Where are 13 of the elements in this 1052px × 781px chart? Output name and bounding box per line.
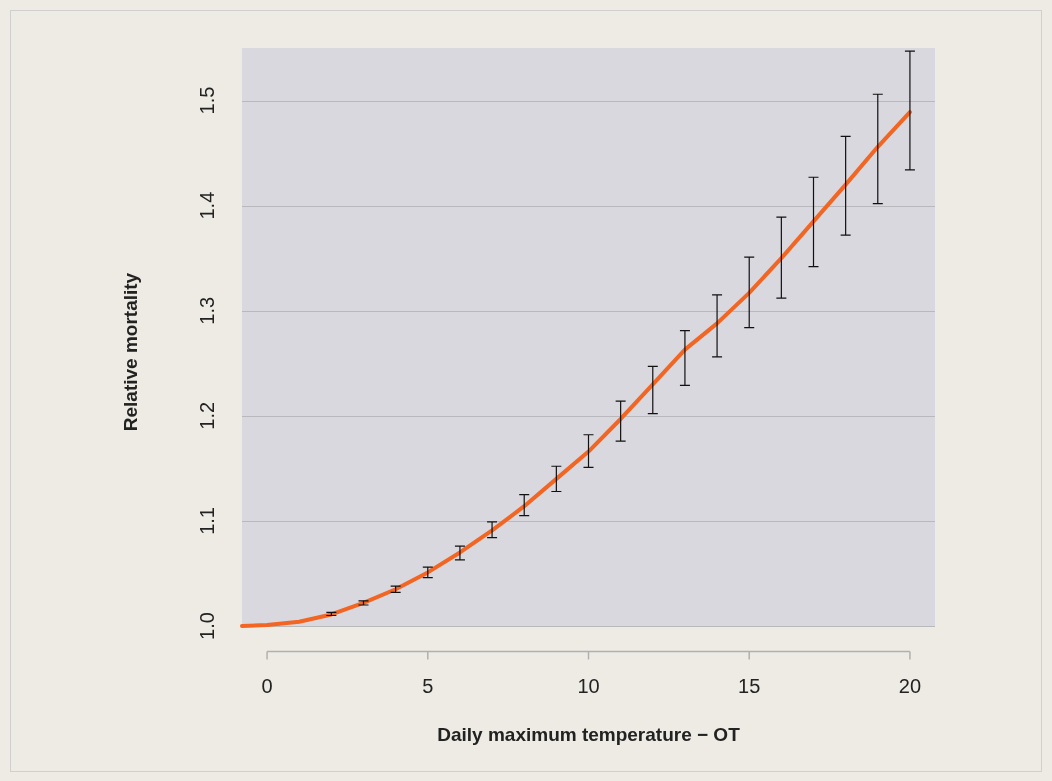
y-tick-label: 1.4: [195, 191, 218, 220]
x-tick-label: 0: [261, 675, 273, 698]
x-axis-title: Daily maximum temperature − OT: [437, 723, 741, 745]
y-tick-label: 1.1: [195, 507, 218, 535]
x-tick-label: 5: [422, 675, 434, 698]
y-tick-label: 1.2: [195, 401, 218, 430]
x-tick-label: 20: [898, 675, 922, 698]
y-tick-label: 1.5: [195, 86, 218, 115]
y-tick-label: 1.0: [195, 612, 218, 640]
y-tick-label: 1.3: [195, 296, 218, 325]
x-tick-label: 10: [577, 675, 600, 698]
y-axis-title: Relative mortality: [120, 272, 142, 432]
x-tick-label: 15: [738, 675, 761, 698]
